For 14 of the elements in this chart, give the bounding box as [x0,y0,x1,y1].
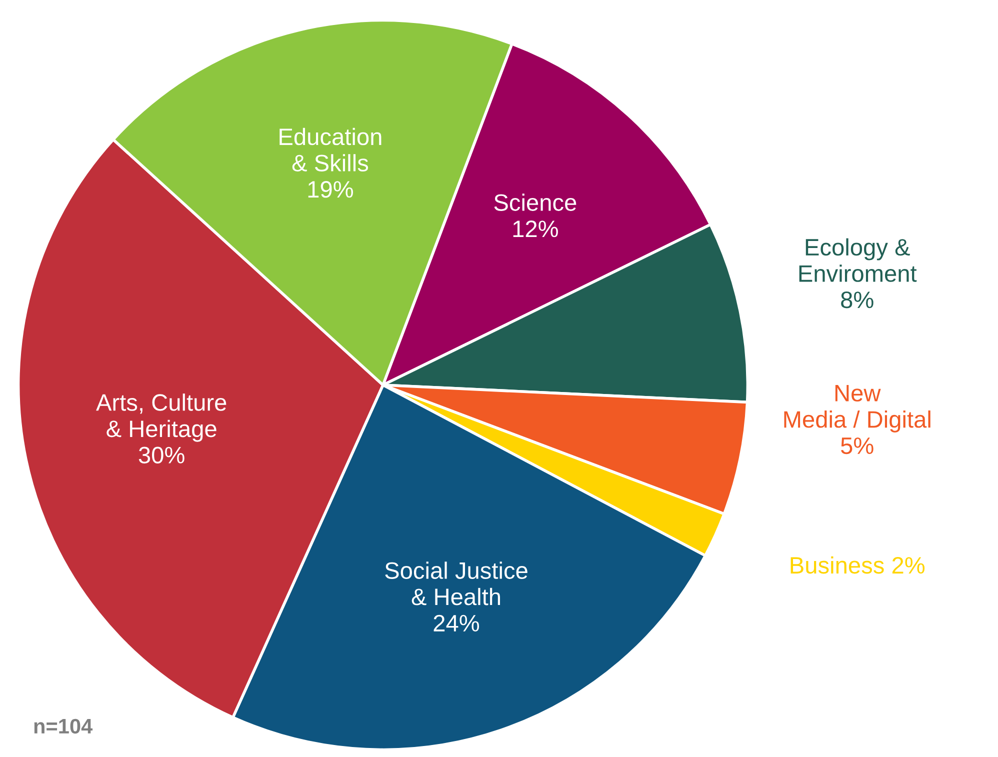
slice-label: Social Justice & Health [385,562,528,606]
slice-label: New Media / Digital [784,385,930,432]
slice-label: Ecology & Enviroment [799,238,917,282]
data-label: 19% [308,181,354,198]
data-label: 30% [138,446,184,464]
slice-label: Business 2% [790,556,925,574]
text: n=104 [34,718,93,734]
slice-label: Education & Skills [280,128,382,172]
data-label: 8% [841,291,874,308]
slice-label: Arts, Culture & Heritage [96,394,226,442]
data-label: 24% [434,614,480,632]
data-label: 5% [841,437,874,454]
data-label: 12% [513,220,558,238]
slice-label: Science [494,194,576,211]
